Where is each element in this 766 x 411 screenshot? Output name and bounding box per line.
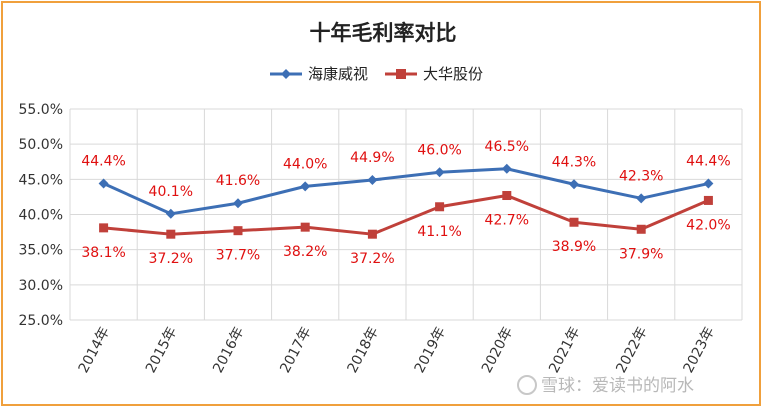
y-tick-label: 25.0%	[19, 313, 63, 329]
data-label: 38.2%	[283, 244, 327, 260]
data-label: 38.9%	[552, 239, 596, 255]
legend-label: 海康威视	[308, 65, 368, 83]
data-point	[569, 217, 579, 227]
data-point	[367, 175, 378, 186]
y-tick-label: 30.0%	[19, 278, 63, 294]
data-point	[636, 193, 647, 204]
legend: 海康威视 大华股份	[270, 65, 483, 83]
data-label: 46.5%	[485, 139, 529, 155]
y-tick-label: 45.0%	[19, 172, 63, 188]
data-point	[703, 178, 714, 189]
data-label: 37.7%	[216, 248, 260, 264]
data-label: 41.1%	[417, 224, 461, 240]
data-point	[434, 167, 445, 178]
y-axis: 25.0% 30.0% 35.0% 40.0% 45.0% 50.0% 55.0%	[19, 102, 63, 329]
y-tick-label: 40.0%	[19, 208, 63, 224]
data-label: 44.4%	[81, 154, 125, 170]
data-label: 37.9%	[619, 246, 663, 262]
chart-title: 十年毛利率对比	[310, 20, 457, 45]
y-tick-label: 50.0%	[19, 137, 63, 153]
data-label: 46.0%	[417, 142, 461, 158]
data-point	[233, 198, 243, 209]
data-label: 44.3%	[552, 154, 596, 170]
data-label: 44.9%	[350, 150, 394, 166]
x-tick-label: 2023年	[680, 324, 717, 375]
data-point	[165, 208, 176, 219]
legend-marker	[281, 69, 291, 79]
data-point	[367, 229, 377, 239]
x-tick-label: 2021年	[546, 324, 583, 375]
series-line	[103, 194, 709, 236]
x-tick-label: 2014年	[76, 324, 113, 375]
x-axis: 2014年 2015年 2016年 2017年 2018年 2019年 2020年 2021年…	[76, 324, 718, 375]
data-label: 42.7%	[485, 213, 529, 229]
data-point	[502, 191, 512, 201]
data-point	[99, 223, 109, 233]
data-point	[98, 178, 109, 189]
x-tick-label: 2017年	[277, 324, 314, 375]
data-labels: 44.4% 40.1% 41.6% 44.0% 44.9% 46.0% 46.5% 44.3%…	[81, 139, 730, 267]
data-label: 44.0%	[283, 156, 327, 172]
x-tick-label: 2018年	[344, 324, 381, 375]
data-label: 44.4%	[686, 154, 730, 170]
x-tick-label: 2015年	[143, 324, 180, 375]
x-tick-label: 2022年	[613, 324, 650, 375]
data-label: 41.6%	[216, 173, 260, 189]
snowball-logo-icon	[517, 375, 537, 395]
data-label: 37.2%	[350, 251, 394, 267]
data-label: 40.1%	[149, 184, 193, 200]
legend-label: 大华股份	[423, 65, 483, 83]
data-point	[300, 222, 310, 232]
chart-frame	[1, 1, 761, 406]
data-point	[569, 179, 579, 190]
data-point	[166, 229, 176, 239]
x-tick-label: 2019年	[412, 324, 449, 375]
data-point	[501, 163, 512, 174]
series-group	[98, 163, 714, 239]
watermark: 雪球：爱读书的阿水	[517, 375, 694, 396]
data-label: 37.2%	[149, 251, 193, 267]
legend-marker	[396, 69, 406, 79]
data-label: 38.1%	[81, 245, 125, 261]
x-tick-label: 2016年	[210, 324, 247, 375]
data-point	[636, 224, 646, 234]
data-point	[435, 202, 445, 212]
data-point	[300, 181, 311, 192]
watermark-text: 雪球：爱读书的阿水	[541, 376, 694, 396]
series-line	[102, 167, 709, 216]
data-label: 42.3%	[619, 168, 663, 184]
x-tick-label: 2020年	[479, 324, 516, 375]
y-tick-label: 35.0%	[19, 243, 63, 259]
y-tick-label: 55.0%	[19, 102, 63, 118]
data-point	[703, 195, 713, 205]
data-label: 42.0%	[686, 217, 730, 233]
data-point	[233, 226, 243, 236]
